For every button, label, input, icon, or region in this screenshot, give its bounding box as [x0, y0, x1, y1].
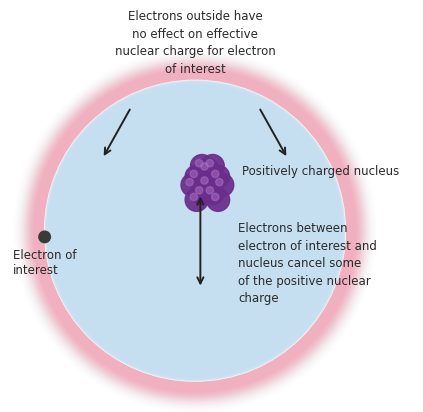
- Circle shape: [47, 82, 343, 379]
- Circle shape: [181, 173, 204, 197]
- Circle shape: [31, 67, 359, 395]
- Circle shape: [47, 82, 343, 379]
- Circle shape: [30, 66, 360, 396]
- Circle shape: [46, 81, 344, 380]
- Circle shape: [26, 62, 364, 399]
- Circle shape: [195, 159, 203, 167]
- Circle shape: [201, 177, 208, 184]
- Circle shape: [47, 83, 343, 378]
- Circle shape: [45, 81, 345, 380]
- Circle shape: [49, 85, 341, 377]
- Circle shape: [201, 182, 224, 205]
- Circle shape: [190, 154, 214, 178]
- Circle shape: [212, 193, 219, 201]
- Circle shape: [196, 158, 219, 181]
- Circle shape: [46, 82, 344, 380]
- Circle shape: [47, 83, 343, 379]
- Circle shape: [185, 165, 208, 188]
- Circle shape: [39, 75, 351, 387]
- Text: Positively charged nucleus: Positively charged nucleus: [242, 165, 400, 178]
- Circle shape: [186, 178, 193, 186]
- Circle shape: [206, 187, 214, 194]
- Circle shape: [24, 60, 366, 402]
- Circle shape: [48, 84, 342, 377]
- Circle shape: [27, 63, 363, 398]
- Circle shape: [45, 80, 346, 381]
- Circle shape: [211, 173, 234, 197]
- Circle shape: [190, 193, 198, 201]
- Text: Electron of
interest: Electron of interest: [13, 249, 77, 277]
- Circle shape: [196, 172, 219, 195]
- Text: Electrons between
electron of interest and
nucleus cancel some
of the positive n: Electrons between electron of interest a…: [238, 222, 377, 305]
- Text: Electrons outside have
no effect on effective
nuclear charge for electron
of int: Electrons outside have no effect on effe…: [115, 10, 275, 76]
- Circle shape: [206, 159, 214, 167]
- Circle shape: [48, 84, 342, 378]
- Circle shape: [48, 84, 342, 378]
- Circle shape: [190, 170, 198, 178]
- Circle shape: [39, 231, 50, 243]
- Circle shape: [49, 85, 341, 376]
- Circle shape: [44, 79, 346, 382]
- Circle shape: [38, 73, 352, 388]
- Circle shape: [22, 58, 368, 404]
- Circle shape: [29, 64, 361, 397]
- Circle shape: [201, 163, 208, 170]
- Circle shape: [212, 170, 219, 178]
- Circle shape: [201, 154, 224, 178]
- Circle shape: [34, 70, 356, 391]
- Circle shape: [23, 59, 367, 403]
- Circle shape: [25, 61, 365, 400]
- Circle shape: [36, 71, 354, 390]
- Circle shape: [37, 73, 353, 389]
- Circle shape: [42, 78, 348, 384]
- Circle shape: [45, 80, 346, 381]
- Circle shape: [33, 69, 357, 393]
- Circle shape: [40, 76, 350, 386]
- Circle shape: [206, 188, 230, 211]
- Circle shape: [45, 81, 345, 381]
- Circle shape: [195, 187, 203, 194]
- Circle shape: [45, 80, 346, 381]
- Circle shape: [206, 165, 230, 188]
- Circle shape: [49, 85, 341, 377]
- Circle shape: [216, 178, 223, 186]
- Circle shape: [49, 84, 341, 377]
- Circle shape: [32, 68, 358, 393]
- Circle shape: [185, 188, 208, 211]
- Circle shape: [190, 182, 214, 205]
- Circle shape: [46, 82, 344, 379]
- Circle shape: [41, 77, 349, 384]
